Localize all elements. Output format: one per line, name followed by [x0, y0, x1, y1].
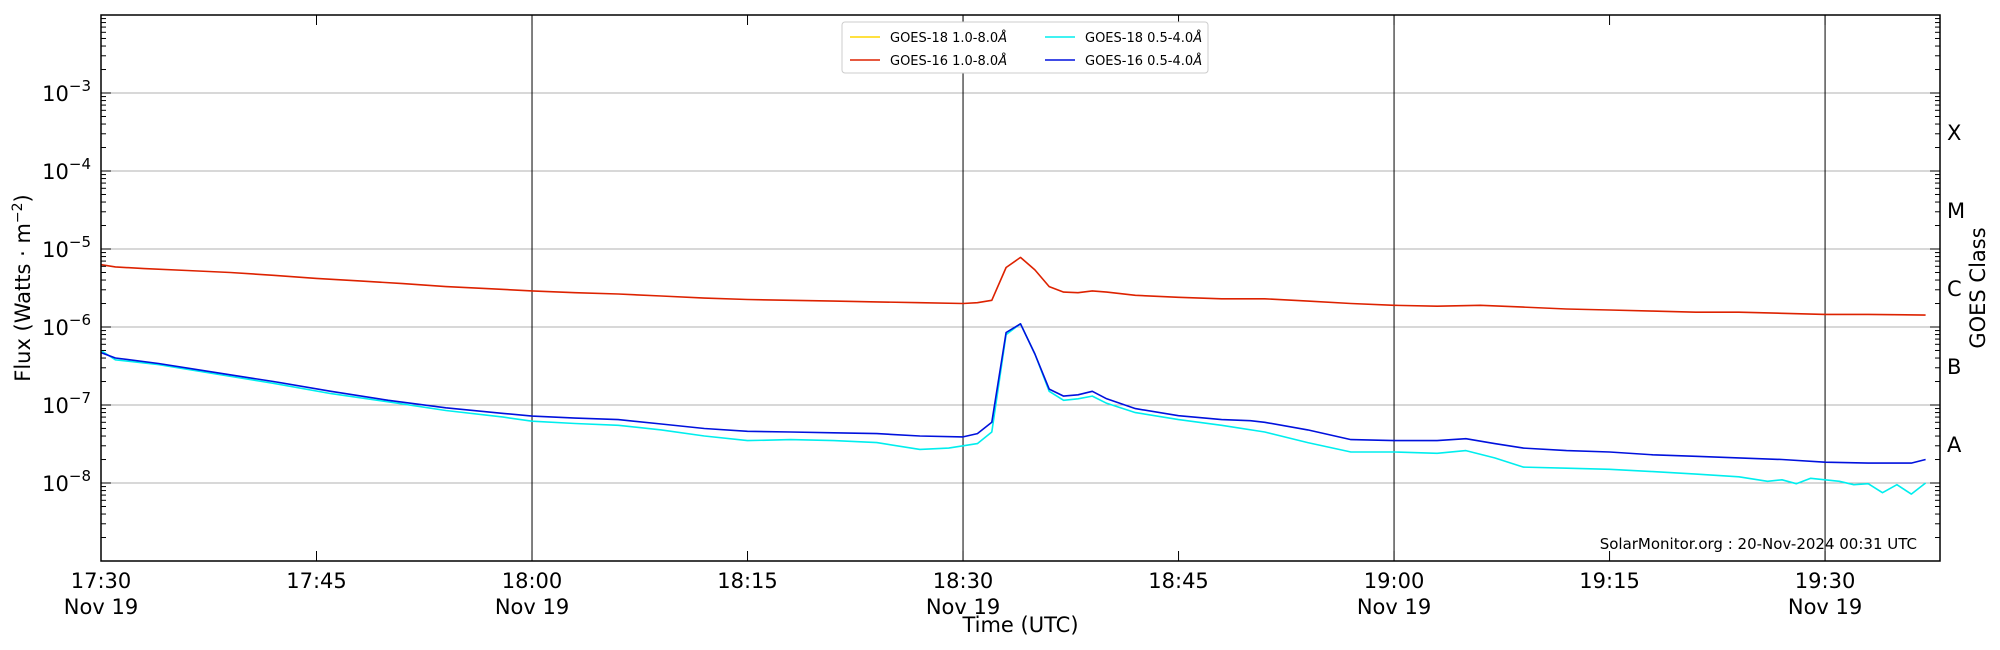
x-tick-label: 18:00	[502, 569, 563, 593]
x-tick-date-label: Nov 19	[926, 595, 1000, 619]
legend-box	[841, 21, 1209, 74]
legend: GOES-18 1.0-8.0Å GOES-16 1.0-8.0Å GOES-18 …	[841, 21, 1209, 74]
x-tick-date-label: Nov 19	[64, 595, 138, 619]
series-line	[100, 323, 1927, 495]
x-tick-date-label: Nov 19	[495, 595, 569, 619]
series-line	[100, 256, 1926, 316]
x-tick-label: 17:45	[286, 569, 347, 593]
x-tick-label: 17:30	[71, 569, 132, 593]
y-tick-label: 10−6	[42, 311, 91, 340]
legend-label: GOES-16 1.0-8.0Å	[890, 53, 1007, 69]
legend-label: GOES-18 0.5-4.0Å	[1085, 30, 1202, 46]
goes-class-label: X	[1947, 121, 1961, 145]
goes-class-label: M	[1947, 199, 1965, 223]
y-axis-title: Flux (Watts · m−2)	[10, 194, 35, 382]
x-tick-label: 18:45	[1148, 569, 1209, 593]
legend-label: GOES-18 1.0-8.0Å	[890, 30, 1007, 46]
x-axis-title: Time (UTC)	[961, 613, 1078, 637]
legend-label: GOES-16 0.5-4.0Å	[1085, 53, 1202, 69]
axis-ticks	[100, 15, 1940, 562]
x-tick-label: 18:15	[717, 569, 778, 593]
y-tick-label: 10−4	[42, 155, 91, 184]
series-line	[100, 323, 1926, 464]
plot-frame	[100, 14, 1941, 562]
y-tick-label: 10−3	[42, 77, 91, 106]
x-tick-label: 18:30	[933, 569, 994, 593]
x-tick-date-label: Nov 19	[1788, 595, 1862, 619]
y-tick-label: 10−5	[42, 233, 91, 262]
goes-class-label: B	[1947, 355, 1961, 379]
vertical-guide-lines	[531, 15, 1826, 561]
grid-layer	[101, 92, 1940, 484]
x-tick-label: 19:30	[1795, 569, 1856, 593]
goes-class-axis-title: GOES Class	[1966, 227, 1990, 348]
series-layer	[100, 256, 1927, 495]
goes-class-label: A	[1947, 433, 1962, 457]
x-tick-label: 19:00	[1364, 569, 1425, 593]
credit-text: SolarMonitor.org : 20-Nov-2024 00:31 UTC	[1600, 535, 1917, 553]
x-tick-date-label: Nov 19	[1357, 595, 1431, 619]
y-tick-label: 10−7	[42, 389, 91, 418]
goes-class-label: C	[1947, 277, 1962, 301]
y-tick-label: 10−8	[42, 467, 91, 496]
x-tick-label: 19:15	[1579, 569, 1640, 593]
